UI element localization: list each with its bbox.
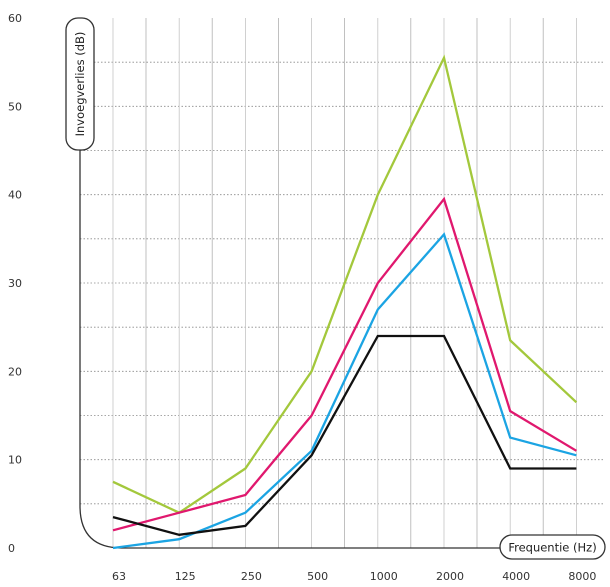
grid xyxy=(80,18,604,548)
x-tick-label: 125 xyxy=(175,570,196,583)
series-line-1 xyxy=(112,54,578,515)
y-tick-label: 30 xyxy=(8,277,22,290)
x-tick-label: 2000 xyxy=(436,570,464,583)
x-tick-label: 4000 xyxy=(502,570,530,583)
x-axis-label-pill: Frequentie (Hz) xyxy=(499,534,606,560)
series-line-3 xyxy=(112,232,577,550)
series-line-2 xyxy=(112,196,577,532)
x-axis-label: Frequentie (Hz) xyxy=(508,541,596,555)
y-axis-label-pill: Invoegverlies (dB) xyxy=(65,17,95,151)
y-tick-label: 20 xyxy=(8,365,22,378)
y-tick-label: 50 xyxy=(8,100,22,113)
x-tick-label: 63 xyxy=(112,570,126,583)
y-axis-label: Invoegverlies (dB) xyxy=(73,32,87,137)
y-tick-label: 40 xyxy=(8,189,22,202)
series-lines xyxy=(112,54,578,550)
y-tick-label: 0 xyxy=(8,542,15,555)
y-tick-label: 60 xyxy=(8,12,22,25)
x-tick-labels: 63 125 250 500 1000 2000 4000 8000 xyxy=(112,570,596,583)
x-tick-label: 250 xyxy=(241,570,262,583)
x-tick-label: 1000 xyxy=(370,570,398,583)
series-line-4 xyxy=(112,334,577,536)
y-tick-labels: 0 10 20 30 40 50 60 xyxy=(8,12,22,555)
x-tick-label: 8000 xyxy=(568,570,596,583)
y-tick-label: 10 xyxy=(8,454,22,467)
x-tick-label: 500 xyxy=(307,570,328,583)
